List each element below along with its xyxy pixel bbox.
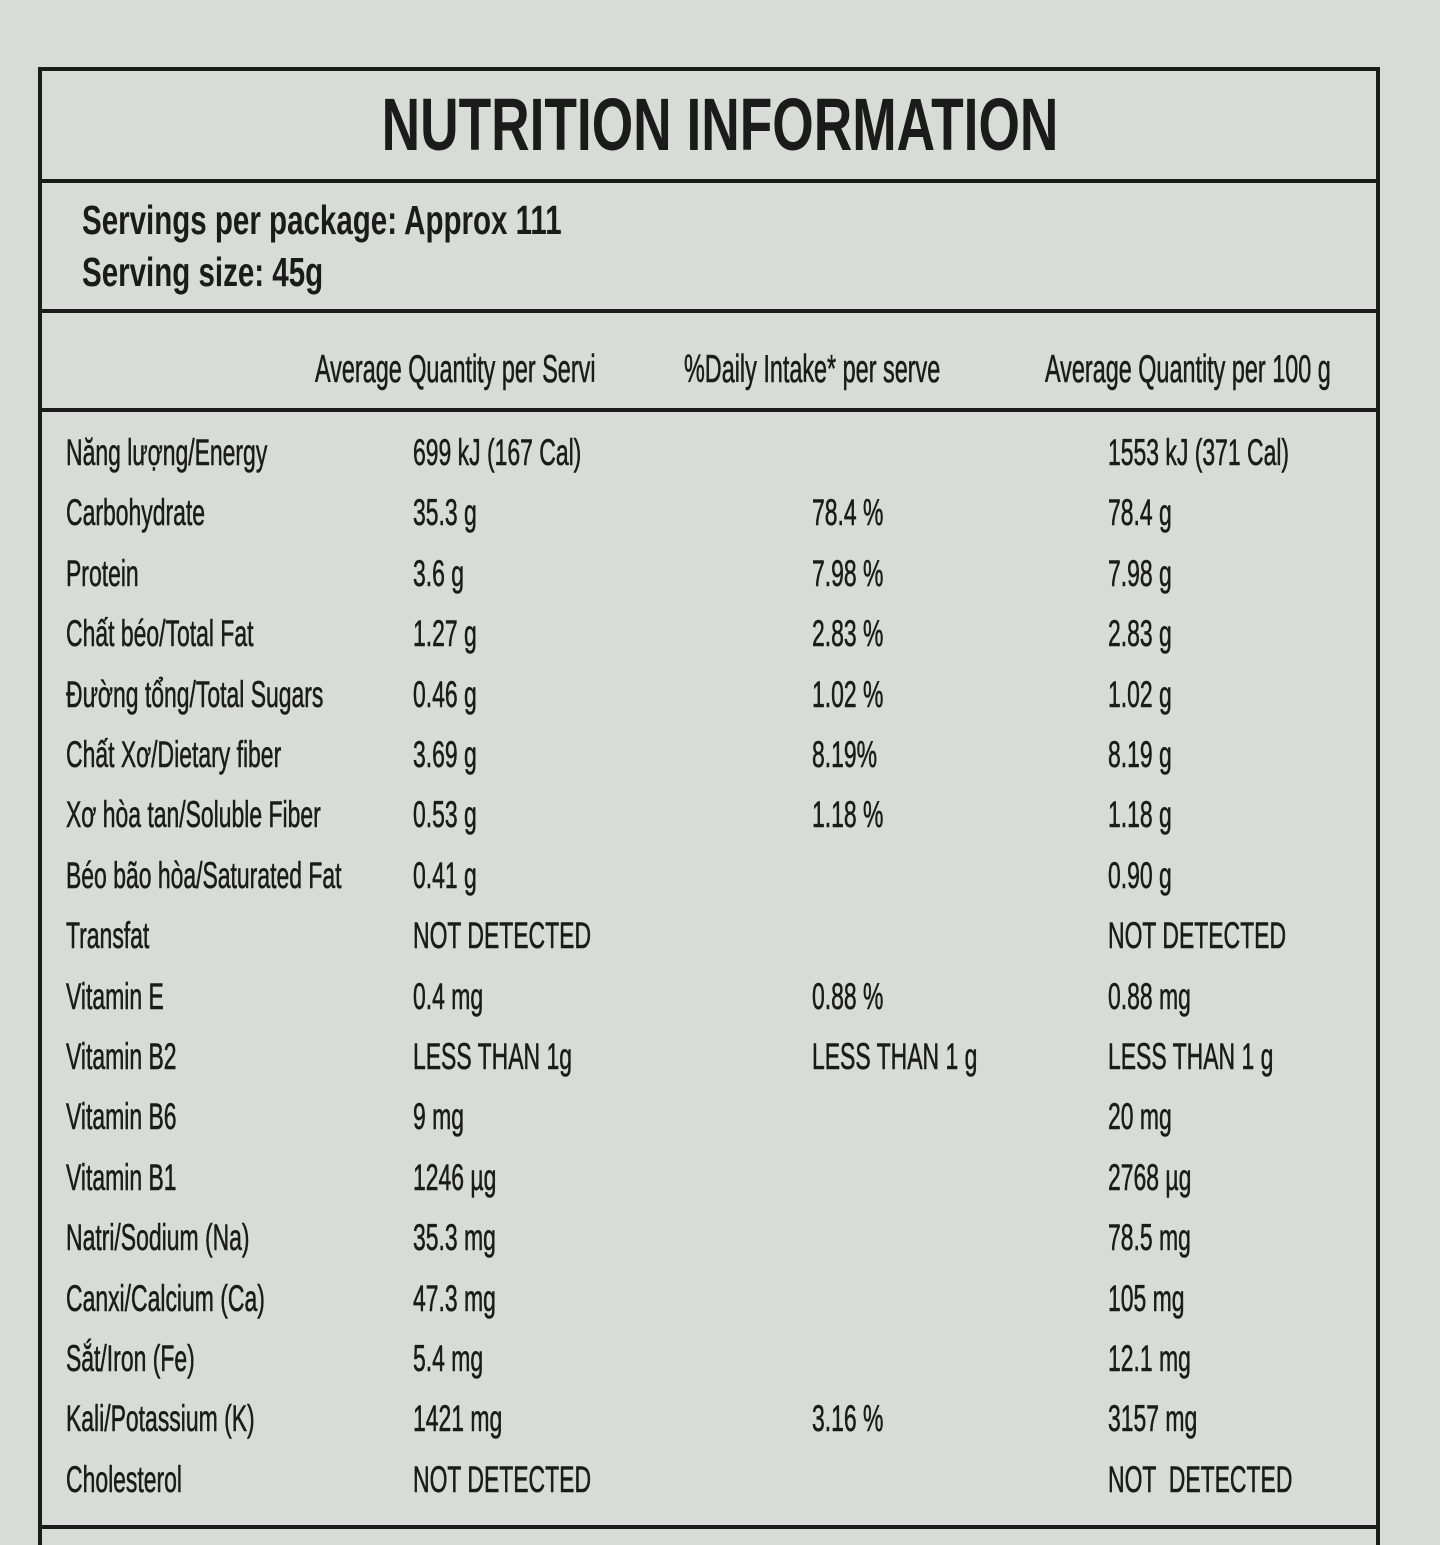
nutrient-name: Carbohydrate xyxy=(66,492,205,534)
per-serve-value: 0.41 g xyxy=(413,854,477,896)
per-100g-value: 12.1 mg xyxy=(1108,1338,1191,1379)
per-100g-value: 7.98 g xyxy=(1108,552,1172,594)
per-100g-value: 20 mg xyxy=(1108,1096,1172,1138)
per-100g-value: 2768 µg xyxy=(1108,1156,1192,1198)
nutrient-name: Kali/Potassium (K) xyxy=(66,1398,255,1440)
nutrient-name: Chất Xơ/Dietary fiber xyxy=(66,734,282,775)
nutrient-name: Cholesterol xyxy=(66,1458,183,1500)
serving-size: Serving size: 45g xyxy=(82,249,324,295)
per-100g-value: 2.83 g xyxy=(1108,613,1172,655)
per-serve-value: 1246 µg xyxy=(413,1156,497,1198)
daily-intake-value: 0.88 % xyxy=(812,975,884,1017)
nutrient-name: Canxi/Calcium (Ca) xyxy=(66,1277,265,1319)
per-100g-value: 0.88 mg xyxy=(1108,975,1191,1017)
title: NUTRITION INFORMATION xyxy=(381,83,1059,166)
per-serve-value: LESS THAN 1g xyxy=(413,1036,572,1077)
nutrient-name: Vitamin B2 xyxy=(66,1036,177,1077)
per-100g-value: 0.90 g xyxy=(1108,854,1172,896)
column-header: %Daily Intake* per serve xyxy=(684,348,941,391)
per-serve-value: 5.4 mg xyxy=(413,1338,484,1379)
per-serve-value: 699 kJ (167 Cal) xyxy=(413,432,582,473)
per-100g-value: 78.4 g xyxy=(1108,492,1172,534)
column-header: Average Quantity per 100 g xyxy=(1045,348,1331,391)
per-100g-value: NOT DETECTED xyxy=(1108,1458,1293,1500)
per-100g-value: 1.02 g xyxy=(1108,673,1172,715)
per-serve-value: 3.6 g xyxy=(413,552,465,594)
divider xyxy=(38,309,1376,313)
per-serve-value: NOT DETECTED xyxy=(413,915,592,957)
nutrient-name: Vitamin E xyxy=(66,975,164,1017)
daily-intake-value: LESS THAN 1 g xyxy=(812,1036,978,1077)
per-serve-value: 0.53 g xyxy=(413,794,477,836)
daily-intake-value: 8.19% xyxy=(812,734,878,775)
per-100g-value: 3157 mg xyxy=(1108,1398,1198,1440)
daily-intake-value: 3.16 % xyxy=(812,1398,884,1440)
per-serve-value: 0.46 g xyxy=(413,673,477,715)
nutrient-name: Vitamin B1 xyxy=(66,1156,177,1198)
column-header: Average Quantity per Servi xyxy=(315,348,596,391)
nutrient-name: Natri/Sodium (Na) xyxy=(66,1217,250,1259)
table-border xyxy=(38,67,1380,1545)
daily-intake-value: 1.02 % xyxy=(812,673,884,715)
per-100g-value: 1553 kJ (371 Cal) xyxy=(1108,432,1290,473)
daily-intake-value: 1.18 % xyxy=(812,794,884,836)
per-serve-value: 47.3 mg xyxy=(413,1277,496,1319)
per-serve-value: NOT DETECTED xyxy=(413,1458,592,1500)
nutrient-name: Transfat xyxy=(66,915,150,957)
divider xyxy=(38,408,1376,412)
nutrient-name: Vitamin B6 xyxy=(66,1096,177,1138)
divider xyxy=(38,1525,1376,1529)
per-100g-value: 105 mg xyxy=(1108,1277,1185,1319)
per-100g-value: 1.18 g xyxy=(1108,794,1172,836)
per-100g-value: NOT DETECTED xyxy=(1108,915,1287,957)
daily-intake-value: 2.83 % xyxy=(812,613,884,655)
per-serve-value: 1421 mg xyxy=(413,1398,503,1440)
nutrient-name: Xơ hòa tan/Soluble Fiber xyxy=(66,794,321,836)
nutrient-name: Sắt/Iron (Fe) xyxy=(66,1338,195,1379)
nutrient-name: Béo bão hòa/Saturated Fat xyxy=(66,854,342,896)
per-serve-value: 3.69 g xyxy=(413,734,477,775)
per-100g-value: 78.5 mg xyxy=(1108,1217,1191,1259)
per-serve-value: 35.3 mg xyxy=(413,1217,496,1259)
per-100g-value: LESS THAN 1 g xyxy=(1108,1036,1274,1077)
nutrient-name: Năng lượng/Energy xyxy=(66,432,268,473)
per-serve-value: 35.3 g xyxy=(413,492,477,534)
per-serve-value: 9 mg xyxy=(413,1096,465,1138)
servings-per-package: Servings per package: Approx 111 xyxy=(82,197,562,243)
divider xyxy=(38,179,1376,183)
per-serve-value: 0.4 mg xyxy=(413,975,484,1017)
daily-intake-value: 7.98 % xyxy=(812,552,884,594)
per-serve-value: 1.27 g xyxy=(413,613,477,655)
daily-intake-value: 78.4 % xyxy=(812,492,884,534)
nutrient-name: Chất béo/Total Fat xyxy=(66,613,254,655)
nutrient-name: Đường tổng/Total Sugars xyxy=(66,673,324,715)
per-100g-value: 8.19 g xyxy=(1108,734,1172,775)
nutrient-name: Protein xyxy=(66,552,139,594)
